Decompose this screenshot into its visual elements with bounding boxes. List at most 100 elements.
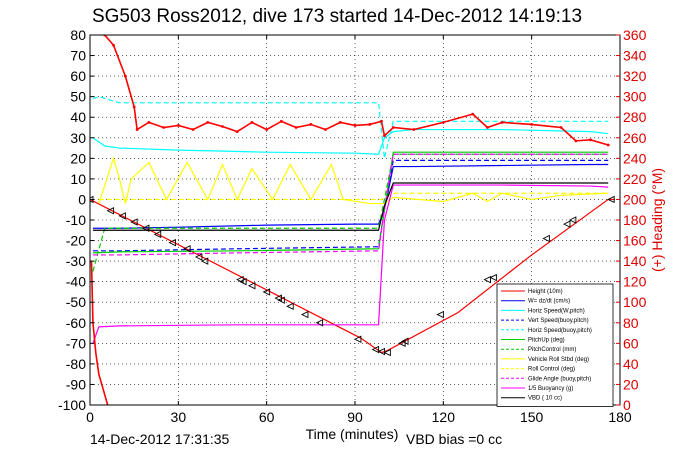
x-tick-label: 30 — [171, 409, 187, 425]
series-line — [92, 184, 609, 344]
y-tick-label: -20 — [66, 233, 86, 249]
heading-point — [412, 128, 416, 131]
y-tick-label: -60 — [66, 315, 86, 331]
y2-tick-label: 80 — [623, 315, 639, 331]
profile-marker — [183, 245, 191, 253]
heading-point — [123, 74, 127, 78]
heading-point — [309, 123, 313, 126]
y2-tick-label: 20 — [623, 376, 639, 392]
profile-marker — [300, 310, 309, 319]
heading-point — [353, 124, 357, 127]
profile-marker — [542, 234, 550, 243]
heading-point — [191, 128, 195, 131]
profile-marker — [483, 275, 491, 284]
profile-marker — [401, 337, 409, 346]
series-line — [90, 198, 615, 354]
y-tick-label: 10 — [70, 171, 86, 187]
profile-marker — [315, 319, 324, 327]
y-tick-label: 80 — [70, 27, 86, 43]
profile-marker — [274, 294, 282, 302]
series-line — [92, 153, 609, 272]
y-tick-label: 70 — [70, 48, 86, 64]
y2-tick-label: 120 — [623, 274, 647, 290]
profile-marker — [353, 335, 362, 343]
heading-point — [112, 43, 115, 47]
series-line — [92, 128, 609, 155]
footer-timestamp: 14-Dec-2012 17:31:35 — [90, 431, 230, 447]
legend-entry: Vert Speed(buoy,pitch) — [528, 318, 589, 324]
profile-marker — [168, 238, 176, 247]
y2-tick-label: 320 — [623, 68, 647, 84]
legend-box — [496, 283, 614, 407]
legend-entry: Glide Angle (buoy,pitch) — [528, 376, 591, 382]
legend-entry: Horiz Speed(W,pitch) — [528, 308, 585, 314]
series-line — [92, 151, 609, 254]
legend-entry: PitchControl (mm) — [528, 347, 576, 353]
heading-point — [279, 119, 283, 123]
legend-entry: Horiz Speed(buoy,pitch) — [528, 328, 592, 334]
legend-entry: 1/5 Buoyancy (g) — [528, 386, 573, 392]
y-tick-label: -100 — [58, 397, 86, 413]
series-layer — [90, 35, 615, 405]
heading-point — [132, 105, 136, 109]
profile-marker — [130, 218, 138, 226]
profile-marker — [277, 296, 285, 304]
heading-point — [574, 139, 578, 143]
x-axis-label: Time (minutes) — [306, 426, 399, 442]
y2-tick-label: 180 — [623, 212, 647, 228]
profile-marker — [106, 207, 115, 215]
y2-tick-label: 240 — [623, 150, 647, 166]
profile-marker — [371, 345, 380, 354]
heading-point — [162, 126, 166, 129]
y2-tick-label: 360 — [623, 27, 647, 43]
heading-point — [294, 126, 298, 129]
heading-point — [383, 134, 386, 138]
plot-area — [90, 35, 615, 405]
y2-tick-label: 340 — [623, 48, 647, 64]
y-tick-label: -30 — [66, 253, 86, 269]
profile-marker — [262, 288, 271, 296]
chart-title: SG503 Ross2012, dive 173 started 14-Dec-… — [92, 6, 582, 27]
heading-point — [530, 123, 534, 126]
series-line — [92, 182, 609, 231]
profile-marker — [194, 253, 203, 261]
series-line — [92, 153, 609, 256]
profile-marker — [236, 275, 244, 284]
y2-tick-label: 200 — [623, 191, 647, 207]
y-tick-label: 40 — [70, 109, 86, 125]
profile-marker — [286, 302, 294, 311]
y-tick-label: 0 — [78, 191, 86, 207]
y-tick-label: -80 — [66, 356, 86, 372]
y-tick-label: -50 — [66, 294, 86, 310]
profile-marker — [383, 348, 391, 357]
heading-point — [486, 126, 489, 129]
y2-tick-label: 60 — [623, 335, 639, 351]
series-line — [98, 156, 609, 205]
heading-point — [235, 130, 239, 134]
legend-entry: Vehicle Roll Stbd (deg) — [528, 357, 589, 363]
y-tick-label: 60 — [70, 68, 86, 84]
x-tick-label: 0 — [86, 409, 94, 425]
series-line — [98, 192, 609, 201]
early-dive-curve — [90, 261, 109, 405]
profile-marker — [562, 220, 571, 228]
heading-point — [147, 120, 151, 124]
footer-vbd-bias: VBD bias =0 cc — [406, 431, 502, 447]
profile-marker — [377, 347, 385, 356]
series-line — [92, 159, 609, 252]
profile-marker — [153, 230, 162, 239]
y-tick-label: -70 — [66, 335, 86, 351]
x-tick-label: 180 — [608, 409, 632, 425]
legend-entry: VBD ( 10 cc) — [528, 396, 562, 402]
profile-marker — [200, 257, 209, 265]
heading-point — [559, 126, 563, 129]
heading-point — [500, 120, 504, 124]
heading-point — [338, 120, 342, 124]
profile-marker — [436, 310, 444, 319]
series-line — [92, 96, 609, 159]
heading-point — [368, 123, 372, 126]
profile-marker — [239, 277, 247, 286]
legend-entry: PitchUp (deg) — [528, 338, 565, 344]
profile-marker — [141, 224, 150, 232]
